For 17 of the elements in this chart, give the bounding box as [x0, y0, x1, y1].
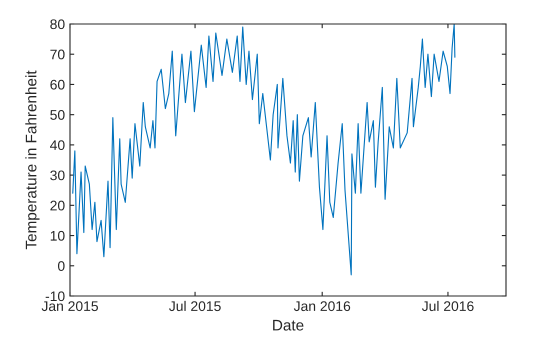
y-tick-label: 80: [50, 19, 65, 30]
y-tick-label: 40: [50, 140, 65, 150]
y-tick-label: 20: [50, 200, 65, 211]
x-axis-title: Date: [273, 320, 304, 331]
x-tick-label: Jul 2016: [422, 300, 474, 312]
y-tick-label: 0: [58, 261, 65, 271]
x-tick-label: Jul 2015: [169, 300, 221, 312]
y-tick-label: 10: [50, 230, 65, 241]
y-tick-label: -10: [46, 291, 65, 302]
y-tick-label: 30: [50, 170, 65, 180]
x-tick-label: Jan 2015: [42, 301, 98, 312]
line-series: [72, 24, 456, 276]
x-tick-label: Jan 2016: [294, 301, 350, 312]
y-tick-label: 50: [50, 110, 65, 120]
y-axis-title: Temperature in Fahrenheit: [25, 70, 40, 250]
y-tick-label: 70: [50, 50, 65, 60]
y-tick-label: 60: [50, 80, 65, 90]
